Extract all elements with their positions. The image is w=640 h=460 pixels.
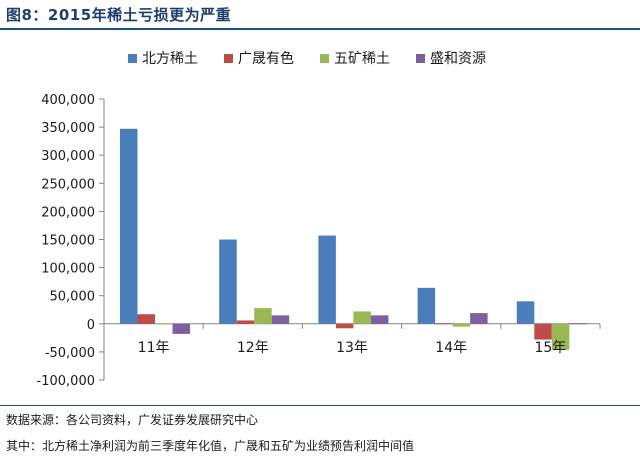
- bar: [551, 323, 570, 350]
- x-tick-label: 13年: [336, 340, 368, 356]
- bar: [435, 323, 453, 325]
- bar: [353, 311, 371, 324]
- title-divider: [0, 28, 640, 30]
- y-tick-label: 50,000: [50, 290, 96, 305]
- footer-divider: [0, 405, 640, 406]
- y-tick-label: 150,000: [41, 234, 95, 249]
- page-title: 图8：2015年稀土亏损更为严重: [6, 6, 232, 24]
- y-tick-label: -50,000: [45, 346, 95, 361]
- y-tick-label: -100,000: [37, 374, 95, 389]
- legend-label: 北方稀土: [142, 51, 198, 67]
- x-tick-label: 15年: [534, 340, 566, 356]
- bar: [120, 128, 138, 324]
- bar: [534, 323, 552, 340]
- x-tick-label: 12年: [237, 340, 269, 356]
- bar: [155, 323, 173, 325]
- bar: [370, 315, 389, 324]
- bar: [271, 315, 290, 324]
- bar: [318, 235, 336, 324]
- x-tick-label: 11年: [138, 340, 170, 356]
- y-tick-label: 300,000: [41, 149, 95, 164]
- y-tick-label: 0: [87, 318, 95, 333]
- remark-note: 其中：北方稀土净利润为前三季度年化值，广晟和五矿为业绩预告利润中间值: [6, 439, 415, 453]
- bar: [219, 239, 237, 324]
- legend-swatch: [128, 54, 137, 63]
- source-note: 数据来源：各公司资料，广发证券发展研究中心: [6, 413, 259, 427]
- bar: [452, 323, 471, 327]
- bar: [137, 314, 155, 324]
- y-tick-label: 250,000: [41, 177, 95, 192]
- bar: [254, 308, 272, 324]
- bar: [236, 320, 255, 324]
- bar: [569, 323, 587, 325]
- legend-swatch: [416, 54, 425, 63]
- legend-label: 广晟有色: [238, 50, 294, 67]
- legend-swatch: [320, 54, 329, 63]
- y-tick-label: 200,000: [41, 205, 95, 220]
- legend-label: 五矿稀土: [334, 51, 390, 67]
- bar: [470, 313, 488, 324]
- x-tick-label: 14年: [435, 340, 467, 356]
- legend-swatch: [224, 54, 233, 63]
- y-tick-label: 400,000: [41, 93, 95, 108]
- bar: [335, 323, 354, 329]
- legend-label: 盛和资源: [430, 51, 486, 67]
- bar: [417, 287, 436, 324]
- bar: [172, 323, 190, 334]
- y-tick-label: 100,000: [41, 262, 95, 277]
- bar: [516, 301, 535, 324]
- bar-chart: 北方稀土 广晟有色 五矿稀土 盛和资源 -100,000 -50,000 0 50,000 10…: [37, 50, 601, 389]
- y-tick-label: 350,000: [41, 121, 95, 136]
